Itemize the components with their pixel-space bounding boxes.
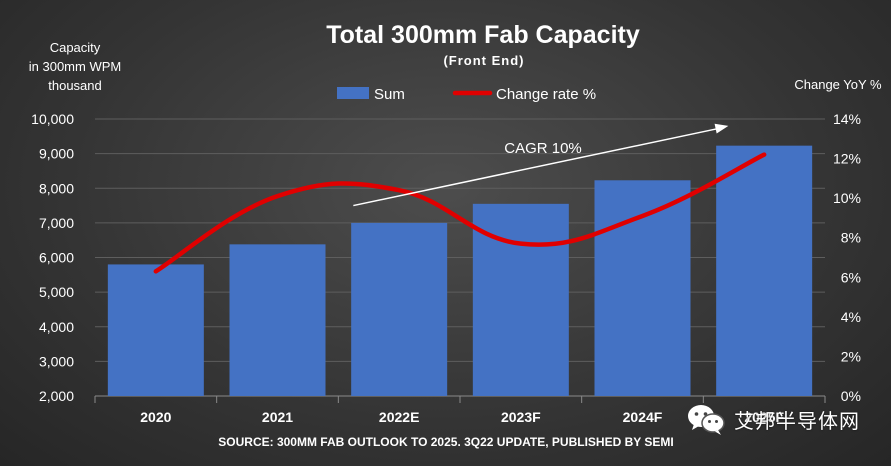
- left-axis-title: thousand: [48, 78, 102, 93]
- left-axis-title: Capacity: [50, 40, 101, 55]
- change-rate-line: [153, 152, 767, 274]
- wechat-icon: [688, 405, 725, 435]
- line-series: [153, 152, 767, 274]
- right-tick-label: 12%: [833, 151, 861, 167]
- right-tick-label: 10%: [833, 190, 861, 206]
- watermark-text: 艾邦半导体网: [734, 408, 860, 433]
- left-tick-label: 2,000: [39, 388, 74, 404]
- gridlines: [95, 118, 825, 397]
- left-tick-label: 4,000: [39, 319, 74, 335]
- chart-title: Total 300mm Fab Capacity: [326, 21, 640, 49]
- category-label: 2025F: [744, 409, 784, 425]
- watermark: 艾邦半导体网: [686, 402, 860, 436]
- legend-label-change-rate: Change rate %: [496, 86, 596, 103]
- chart-labels: CAGR 10% Total 300mm Fab Capacity (Front E…: [29, 21, 882, 449]
- left-tick-label: 8,000: [39, 180, 74, 196]
- category-label: 2024F: [623, 409, 663, 425]
- bar-series: [107, 145, 813, 396]
- right-tick-label: 6%: [841, 269, 861, 285]
- category-label: 2021: [262, 409, 293, 425]
- right-tick-label: 8%: [841, 230, 861, 246]
- left-tick-label: 3,000: [39, 353, 74, 369]
- bar: [107, 264, 204, 396]
- right-tick-label: 4%: [841, 309, 861, 325]
- left-tick-label: 9,000: [39, 146, 74, 162]
- category-label: 2020: [140, 409, 171, 425]
- left-tick-label: 6,000: [39, 250, 74, 266]
- right-tick-label: 0%: [841, 388, 861, 404]
- bar: [351, 222, 448, 396]
- legend-swatch-sum: [337, 87, 369, 99]
- cagr-arrow: [353, 128, 717, 207]
- axes: 2,000 3,000 4,000 5,000 6,000 7,000 8,000 9,000…: [31, 111, 861, 425]
- cagr-arrowhead: [714, 123, 729, 134]
- right-tick-label: 2%: [841, 348, 861, 364]
- legend: Sum Change rate %: [337, 86, 596, 103]
- left-tick-label: 5,000: [39, 284, 74, 300]
- right-tick-label: 14%: [833, 111, 861, 127]
- bar: [594, 180, 691, 396]
- right-axis-title: Change YoY %: [794, 77, 882, 92]
- left-axis-title: in 300mm WPM: [29, 59, 121, 74]
- bar: [229, 244, 326, 396]
- source-note: SOURCE: 300MM FAB OUTLOOK TO 2025. 3Q22 …: [218, 435, 673, 449]
- category-label: 2023F: [501, 409, 541, 425]
- category-label: 2022E: [379, 409, 419, 425]
- chart-subtitle: (Front End): [443, 53, 524, 68]
- legend-label-sum: Sum: [374, 86, 405, 103]
- cagr-label: CAGR 10%: [504, 140, 582, 157]
- bar: [716, 145, 813, 396]
- left-tick-label: 7,000: [39, 215, 74, 231]
- left-tick-label: 10,000: [31, 111, 74, 127]
